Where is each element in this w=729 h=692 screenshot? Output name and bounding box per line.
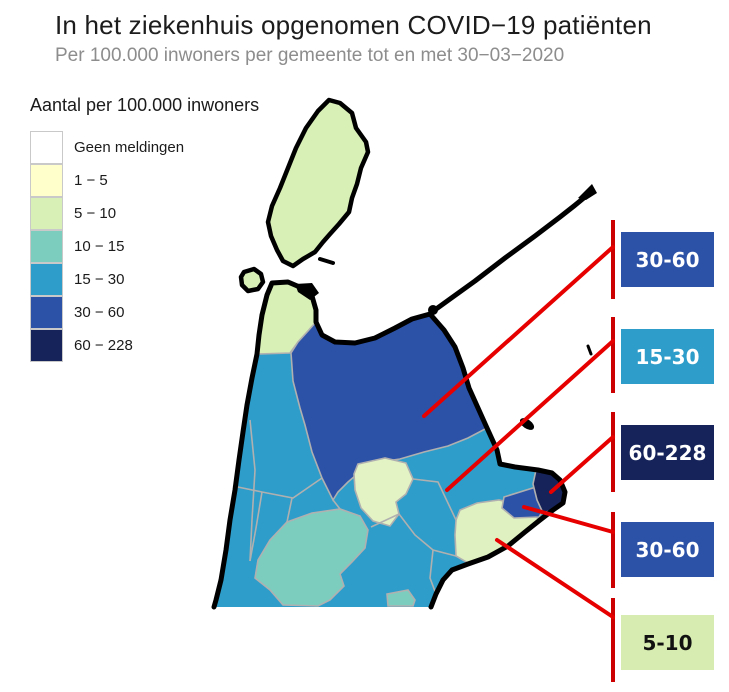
legend-item: 10 − 15: [30, 230, 259, 263]
legend-swatch-1-5: [30, 164, 63, 197]
legend-item-label: 5 − 10: [74, 205, 117, 222]
legend-item: 1 − 5: [30, 164, 259, 197]
afsluitdijk-junction-knob: [428, 305, 438, 315]
afsluitdijk-end-knob: [578, 184, 597, 200]
legend-item: 5 − 10: [30, 197, 259, 230]
leader-lines: [422, 245, 615, 619]
legend-item-label: 1 − 5: [74, 172, 108, 189]
callout-label: 30-60: [635, 247, 700, 272]
legend-swatch-5-10: [30, 197, 63, 230]
leader-line-hollands-kroon: [422, 245, 615, 418]
legend-title: Aantal per 100.000 inwoners: [30, 95, 260, 115]
callout-60-228: 60-228: [621, 425, 714, 480]
leader-line-stede-broec: [522, 505, 615, 534]
afsluitdijk-line: [429, 190, 593, 315]
legend-swatch-30-60: [30, 296, 63, 329]
coastline: [211, 279, 568, 610]
legend-item-label: 30 − 60: [74, 304, 125, 321]
page-title: In het ziekenhuis opgenomen COVID−19 pat…: [55, 10, 652, 40]
legend-item-label: Geen meldingen: [74, 139, 185, 156]
callout-label: 60-228: [628, 440, 707, 465]
legend-swatch-15-30: [30, 263, 63, 296]
callout-label: 5-10: [642, 630, 693, 655]
legend-item: 60 − 228: [30, 329, 259, 362]
small-island-mark: [586, 344, 593, 356]
callout-30-60-top: 30-60: [621, 232, 714, 287]
legend-item: 15 − 30: [30, 263, 259, 296]
den-helder-harbor-mark: [295, 283, 319, 300]
region-koggenland: [254, 508, 369, 607]
region-koggenland-west: [386, 589, 416, 607]
legend-item: 30 − 60: [30, 296, 259, 329]
legend-item-label: 10 − 15: [74, 238, 125, 255]
legend-item-label: 60 − 228: [74, 337, 133, 354]
callout-15-30: 15-30: [621, 329, 714, 384]
leader-line-drechterland: [495, 538, 615, 619]
page-subtitle: Per 100.000 inwoners per gemeente tot en…: [55, 45, 565, 66]
callout-5-10: 5-10: [621, 615, 714, 670]
region-noorderhaaks: [238, 266, 266, 294]
legend-swatch-60-228: [30, 329, 63, 362]
callout-label: 30-60: [635, 537, 700, 562]
region-texel: [265, 97, 371, 269]
municipal-boundaries: [232, 419, 457, 595]
callout-label: 15-30: [635, 344, 700, 369]
legend-item: Geen meldingen: [30, 131, 259, 164]
callout-30-60-bottom: 30-60: [621, 522, 714, 577]
legend: Aantal per 100.000 inwoners Geen melding…: [30, 95, 259, 362]
legend-item-label: 15 − 30: [74, 271, 125, 288]
leader-line-enkhuizen: [549, 435, 615, 494]
legend-swatch-geen-meldingen: [30, 131, 63, 164]
leader-line-medemblik: [445, 339, 615, 492]
texel-south-hook: [318, 257, 335, 265]
legend-swatch-10-15: [30, 230, 63, 263]
